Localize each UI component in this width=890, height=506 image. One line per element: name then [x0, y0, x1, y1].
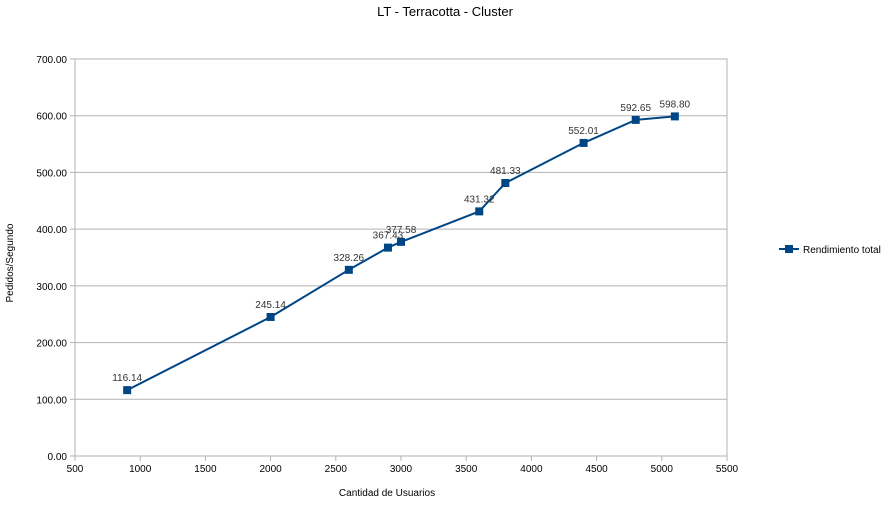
x-tick-label: 4500 — [585, 464, 608, 475]
data-label: 598.80 — [660, 99, 691, 110]
x-tick-label: 3500 — [455, 464, 478, 475]
y-tick-label: 700.00 — [36, 55, 67, 66]
y-tick-label: 400.00 — [36, 225, 67, 236]
legend-label: Rendimiento total — [803, 245, 881, 256]
x-tick-label: 5500 — [716, 464, 739, 475]
x-tick-label: 1000 — [129, 464, 152, 475]
x-axis-ticks: 500 1000 1500 2000 2500 3000 3500 4000 4500 5000 5… — [67, 456, 739, 475]
data-label: 592.65 — [620, 103, 651, 114]
data-point-marker — [123, 386, 132, 395]
series-line — [126, 115, 675, 391]
data-point-marker — [383, 243, 392, 252]
data-label: 552.01 — [568, 126, 599, 137]
y-axis-label: Pedidos/Segundo — [5, 223, 16, 302]
data-point-marker — [631, 115, 640, 124]
y-tick-label: 100.00 — [36, 395, 67, 406]
chart-title: LT - Terracotta - Cluster — [377, 4, 513, 19]
data-label: 431.32 — [464, 194, 495, 205]
grid — [75, 115, 727, 400]
x-tick-label: 1500 — [194, 464, 217, 475]
data-label: 367.43 — [373, 231, 404, 242]
y-tick-label: 200.00 — [36, 339, 67, 350]
data-point-marker — [397, 237, 405, 246]
x-tick-label: 4000 — [520, 464, 543, 475]
series-rendimiento-total — [123, 112, 679, 395]
y-tick-label: 300.00 — [36, 282, 67, 293]
x-tick-label: 2500 — [325, 464, 348, 475]
x-tick-label: 5000 — [651, 464, 674, 475]
data-label: 377.58 — [386, 225, 417, 236]
legend: Rendimiento total — [779, 245, 881, 256]
y-tick-label: 500.00 — [36, 168, 67, 179]
data-point-marker — [670, 112, 679, 121]
x-axis-label: Cantidad de Usuarios — [339, 488, 435, 499]
y-tick-label: 0.00 — [48, 452, 68, 463]
data-point-marker — [266, 312, 275, 321]
data-point-marker — [344, 265, 353, 274]
y-axis-ticks: 0.00 100.00 200.00 300.00 400.00 500.00 600.00… — [36, 55, 75, 463]
data-point-marker — [579, 138, 588, 147]
y-tick-label: 600.00 — [36, 112, 67, 123]
data-point-marker — [475, 207, 484, 216]
x-tick-label: 2000 — [259, 464, 282, 475]
legend-square-marker — [785, 245, 793, 253]
data-label: 245.14 — [255, 300, 286, 311]
data-label: 328.26 — [334, 253, 365, 264]
x-tick-label: 3000 — [390, 464, 413, 475]
plot-area — [74, 58, 728, 457]
data-label: 481.33 — [490, 166, 521, 177]
data-point-marker — [501, 179, 510, 188]
x-tick-label: 500 — [67, 464, 84, 475]
data-label: 116.14 — [112, 373, 142, 384]
